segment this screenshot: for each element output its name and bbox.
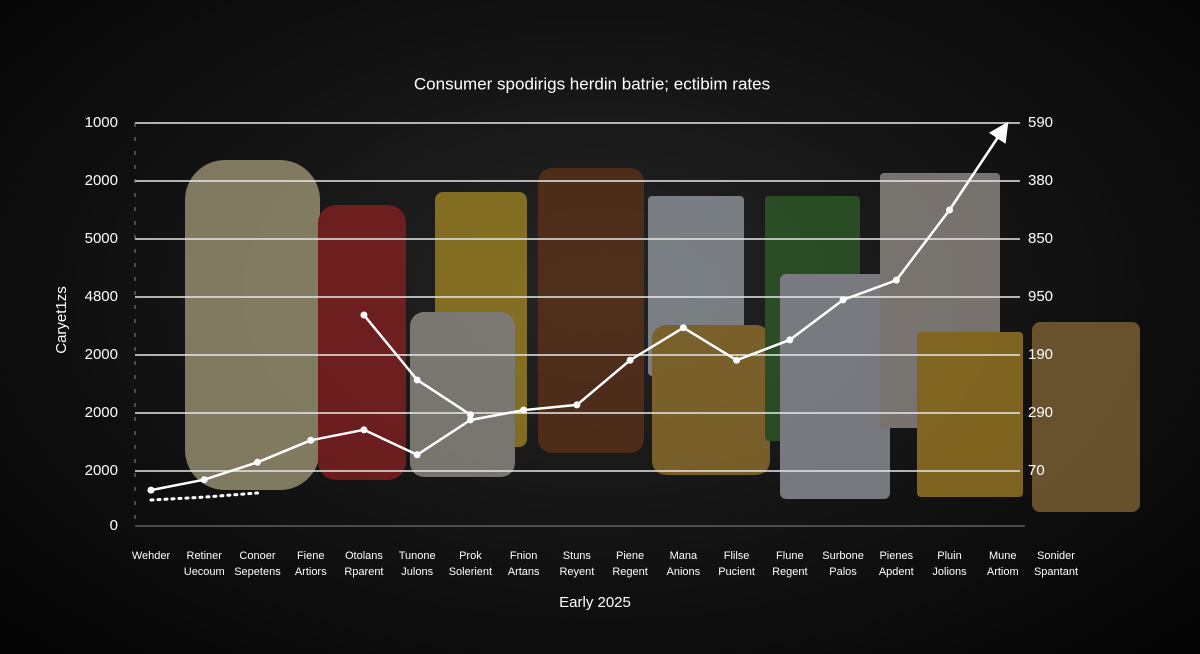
data-point (626, 356, 634, 364)
data-point (413, 451, 421, 459)
x-tick-label: Flilse Pucient (718, 550, 755, 578)
x-tick-label: Fiene Artiors (294, 550, 327, 578)
data-point (520, 406, 528, 414)
y-tick-label: 2000 (85, 462, 118, 479)
x-tick-label: Stuns Reyent (559, 550, 595, 578)
data-point (360, 426, 368, 434)
chart-title: Consumer spodirigs herdin batrie; ectibi… (414, 74, 770, 93)
y-tick-label: 0 (110, 517, 118, 534)
x-tick-label: Pluin Jolions (932, 550, 967, 578)
x-tick-label: Retiner Uecoum (183, 550, 225, 578)
data-point (892, 276, 900, 284)
y2-tick-label: 850 (1028, 230, 1053, 247)
data-point (999, 126, 1007, 134)
data-point (679, 324, 687, 332)
data-point (360, 311, 368, 319)
x-tick-label: Tunone Julons (398, 550, 436, 578)
x-tick-label: Conoer Sepetens (234, 550, 281, 578)
y2-tick-label: 590 (1028, 114, 1053, 131)
x-tick-label: Fnion Artans (507, 550, 540, 578)
y2-tick-label: 380 (1028, 172, 1053, 189)
x-tick-label: Surbone Palos (822, 550, 864, 578)
data-point (839, 296, 847, 304)
x-tick-label: Sonider Spantant (1033, 550, 1079, 578)
y-tick-label: 2000 (85, 346, 118, 363)
data-point (307, 436, 315, 444)
x-tick-label: Flune Regent (772, 550, 808, 578)
data-point (573, 401, 581, 409)
x-tick-label: Mana Anions (666, 550, 701, 578)
y2-tick-label: 950 (1028, 288, 1053, 305)
data-point (946, 206, 954, 214)
y-tick-label: 2000 (85, 172, 118, 189)
data-point (147, 486, 155, 494)
x-tick-label: Mune Artiom (986, 550, 1019, 578)
y-tick-label: 1000 (85, 114, 118, 131)
x-tick-label: Prok Solerient (448, 550, 493, 578)
y-tick-label: 2000 (85, 404, 118, 421)
y-tick-label: 4800 (85, 288, 118, 305)
data-point (733, 356, 741, 364)
y2-tick-label: 70 (1028, 462, 1045, 479)
data-point (466, 416, 474, 424)
x-tick-label: Piene Regent (612, 550, 648, 578)
x-axis-title: Early 2025 (559, 594, 631, 611)
data-point (786, 336, 794, 344)
data-point (253, 458, 261, 466)
x-tick-label: Wehder (131, 550, 171, 562)
y-tick-label: 5000 (85, 230, 118, 247)
y-axis-title: Caryet1zs (53, 286, 70, 354)
y2-tick-label: 190 (1028, 346, 1053, 363)
data-point (200, 476, 208, 484)
data-point (413, 376, 421, 384)
x-tick-label: Pienes Apdent (878, 550, 914, 578)
data-point (466, 411, 474, 419)
y2-tick-label: 290 (1028, 404, 1053, 421)
x-tick-label: Otolans Rparent (344, 550, 384, 578)
